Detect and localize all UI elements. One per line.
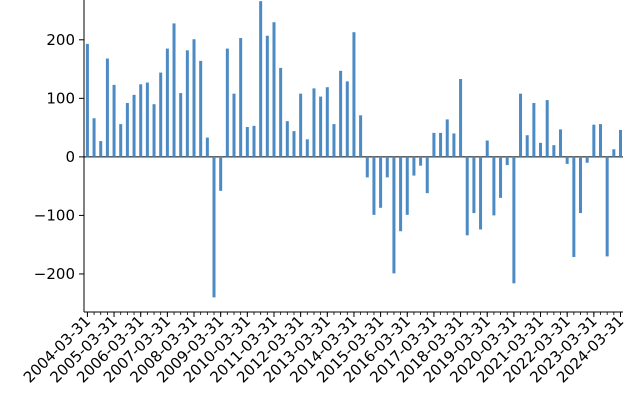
bar-2015-03-31 — [379, 156, 383, 208]
bar-2009-03-31 — [219, 156, 223, 191]
bar-2015-09-30 — [392, 156, 396, 274]
bar-2008-03-31 — [192, 39, 196, 157]
ticks: −200−10001002002004-03-312005-03-312006-… — [20, 31, 627, 387]
bar-2022-12-31 — [585, 156, 589, 163]
bar-2006-03-31 — [139, 84, 143, 157]
bar-2006-09-30 — [152, 104, 156, 157]
y-tick-label: −200 — [34, 265, 75, 283]
bar-2005-12-31 — [132, 94, 136, 157]
bar-2011-12-31 — [292, 131, 296, 157]
bar-2018-03-31 — [459, 79, 463, 157]
bar-2013-06-30 — [332, 124, 336, 157]
bar-2008-06-30 — [199, 60, 203, 157]
bar-2019-03-31 — [485, 140, 489, 157]
bar-2004-09-30 — [99, 141, 103, 157]
bar-2012-12-31 — [319, 96, 323, 157]
bar-2021-09-30 — [552, 145, 556, 157]
bar-2023-03-31 — [592, 124, 596, 157]
bar-2015-06-30 — [385, 156, 389, 178]
bar-2020-12-31 — [532, 103, 536, 157]
bar-2010-12-31 — [265, 35, 269, 157]
bar-2021-12-31 — [559, 129, 563, 157]
bar-2010-06-30 — [252, 125, 256, 157]
bar-2013-03-31 — [325, 87, 329, 157]
bar-2016-12-31 — [425, 156, 429, 194]
bar-2011-09-30 — [285, 121, 289, 157]
bar-2022-03-31 — [565, 156, 569, 164]
bar-2005-06-30 — [119, 124, 123, 157]
bar-2021-03-31 — [539, 142, 543, 157]
bar-2022-09-30 — [579, 156, 583, 214]
bar-2019-06-30 — [492, 156, 496, 216]
bar-2019-09-30 — [499, 156, 503, 198]
bar-2019-12-31 — [505, 156, 509, 166]
bar-2016-09-30 — [419, 156, 423, 166]
bar-2013-12-31 — [345, 81, 349, 157]
bar-2009-06-30 — [225, 48, 229, 157]
bar-2018-06-30 — [465, 156, 469, 236]
bar-2012-09-30 — [312, 88, 316, 157]
bar-2008-09-30 — [205, 137, 209, 157]
bar-2018-12-31 — [479, 156, 483, 230]
bar-2022-06-30 — [572, 156, 576, 257]
bar-2007-12-31 — [185, 50, 189, 157]
bar-2013-09-30 — [339, 70, 343, 157]
bar-2017-03-31 — [432, 132, 436, 157]
bar-2020-03-31 — [512, 156, 516, 284]
bar-2010-03-31 — [245, 127, 249, 157]
bar-2024-03-31 — [619, 129, 622, 157]
bar-2016-03-31 — [405, 156, 409, 215]
bar-2018-09-30 — [472, 156, 476, 214]
bar-2017-06-30 — [439, 132, 443, 157]
y-tick-label: 0 — [65, 148, 75, 166]
bar-2008-12-31 — [212, 156, 216, 298]
bar-2020-06-30 — [519, 93, 523, 157]
bar-2011-03-31 — [272, 22, 276, 157]
bar-2020-09-30 — [525, 135, 529, 157]
bar-2004-03-31 — [85, 43, 89, 157]
bar-2009-12-31 — [239, 38, 243, 157]
bar-2004-12-31 — [105, 58, 109, 157]
bar-2007-09-30 — [179, 93, 183, 157]
bar-2023-09-30 — [605, 156, 609, 257]
bar-2011-06-30 — [279, 67, 283, 157]
bar-2006-12-31 — [159, 72, 163, 157]
bar-2009-09-30 — [232, 93, 236, 157]
bar-2005-03-31 — [112, 84, 116, 157]
bar-2012-03-31 — [299, 93, 303, 157]
bar-2014-12-31 — [372, 156, 376, 215]
bar-2023-06-30 — [599, 124, 603, 157]
bar-2007-03-31 — [165, 48, 169, 157]
bar-2014-06-30 — [359, 115, 363, 157]
bar-2017-09-30 — [445, 119, 449, 157]
bar-2014-09-30 — [365, 156, 369, 178]
bars — [85, 1, 622, 298]
bar-2006-06-30 — [145, 82, 149, 157]
bar-2012-06-30 — [305, 139, 309, 157]
bar-2016-06-30 — [412, 156, 416, 176]
bar-2021-06-30 — [545, 100, 549, 157]
bar-2014-03-31 — [352, 32, 356, 157]
bar-2010-09-30 — [259, 1, 263, 157]
y-tick-label: −100 — [34, 206, 75, 224]
bar-2015-12-31 — [399, 156, 403, 232]
y-tick-label: 100 — [46, 89, 75, 107]
bar-2005-09-30 — [125, 103, 129, 157]
bar-2023-12-31 — [612, 149, 616, 157]
bar-2017-12-31 — [452, 133, 456, 157]
bar-2004-06-30 — [92, 118, 96, 157]
bar-2007-06-30 — [172, 23, 176, 157]
y-tick-label: 200 — [46, 31, 75, 49]
